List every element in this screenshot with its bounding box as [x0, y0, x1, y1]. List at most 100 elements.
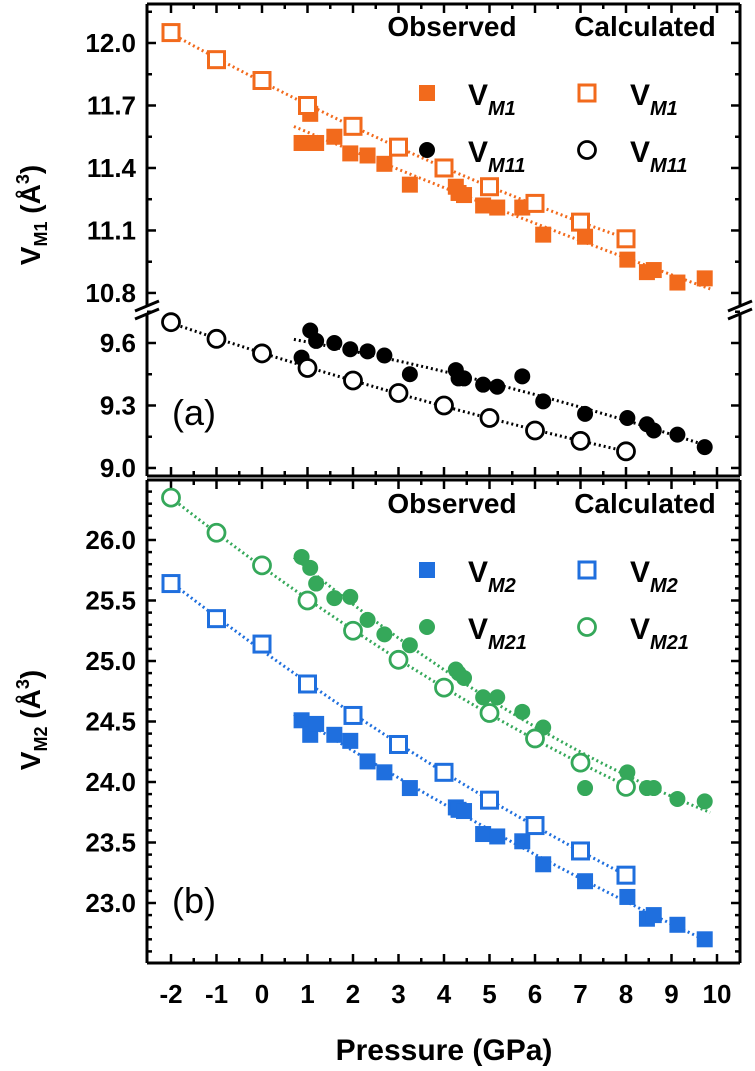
y-axis-label-unit: (Å	[15, 689, 46, 726]
legend-label-main: V	[468, 136, 488, 169]
data-point	[401, 366, 418, 383]
data-point	[161, 487, 181, 508]
y-axis-label-unit: (Å	[15, 184, 46, 221]
data-point	[302, 559, 319, 576]
data-point	[525, 193, 545, 213]
data-point	[514, 368, 531, 385]
data-point	[535, 226, 552, 243]
legend-label-main: V	[468, 79, 488, 112]
legend-marker	[577, 617, 597, 637]
data-point	[376, 764, 393, 781]
data-point	[343, 370, 363, 391]
data-point	[308, 332, 325, 349]
panel-a: 12.0 11.7 11.4 11.1 10.8 9.6 9.3 9.0	[85, 2, 753, 483]
x-tick-label: -2	[159, 979, 182, 1009]
data-point	[389, 137, 408, 157]
data-point	[297, 358, 318, 378]
legend-label-main: V	[630, 79, 650, 112]
legend-label-main: V	[468, 613, 488, 646]
legend-title-calculated: Calculated	[574, 488, 716, 519]
data-point	[161, 312, 181, 333]
data-point	[669, 790, 686, 807]
data-point	[525, 728, 545, 749]
legend-label-sub: M1	[650, 98, 678, 120]
legend-marker	[419, 142, 435, 158]
data-point	[475, 197, 492, 214]
data-point	[207, 609, 226, 629]
legend-label: VM2	[468, 556, 516, 597]
y-tick-label: 11.1	[87, 215, 136, 245]
data-point	[326, 726, 343, 743]
data-point	[293, 548, 310, 565]
legend-label-sub: M2	[488, 575, 516, 597]
legend-title-observed: Observed	[387, 11, 516, 42]
axis-break-mark	[134, 307, 160, 321]
legend-label-sub: M2	[650, 575, 678, 597]
data-point	[252, 70, 272, 90]
y-axis-label-b: VM2 (Å3)	[13, 670, 51, 770]
data-point	[388, 383, 409, 403]
data-point	[401, 780, 418, 797]
data-point	[252, 555, 272, 576]
series-m2-observed	[293, 712, 713, 948]
data-point	[475, 689, 492, 706]
data-point	[326, 590, 343, 607]
data-point	[577, 228, 594, 245]
legend-label-main: V	[630, 556, 650, 589]
y-axis-label-close: )	[15, 670, 46, 679]
data-point	[456, 669, 473, 686]
data-point	[434, 158, 454, 178]
y-tick-label: 10.8	[85, 278, 136, 308]
data-point	[645, 907, 662, 924]
data-point	[434, 395, 454, 416]
legend-marker	[419, 562, 435, 578]
y-axis-label-sup: 3	[13, 679, 33, 689]
series-m21-observed	[292, 548, 713, 814]
data-point	[571, 841, 590, 861]
y-tick-label: 9.6	[100, 328, 136, 358]
y-axis-label-a: VM1 (Å3)	[13, 165, 51, 265]
data-point	[308, 575, 325, 592]
legend-marker	[577, 560, 597, 580]
x-tick-label: 5	[482, 979, 496, 1009]
data-point	[342, 341, 359, 358]
data-point	[342, 588, 359, 605]
x-tick-label: 1	[300, 979, 314, 1009]
data-point	[293, 712, 310, 729]
legend-title-observed: Observed	[387, 488, 516, 519]
data-point	[475, 826, 492, 843]
data-point	[343, 116, 363, 136]
y-tick-label: 9.0	[100, 453, 136, 483]
legend-label-main: V	[468, 556, 488, 589]
x-tick-label: 9	[664, 979, 678, 1009]
data-point	[252, 634, 272, 654]
legend-label-sub: M11	[488, 155, 525, 177]
y-axis-label-sub: M1	[31, 221, 51, 246]
data-point	[456, 370, 473, 387]
data-point	[342, 145, 359, 162]
legend-marker	[419, 85, 435, 101]
legend-label-sub: M21	[650, 632, 689, 654]
data-point	[570, 752, 591, 773]
data-point	[376, 155, 393, 172]
data-point	[696, 439, 713, 456]
axis-break-mark	[134, 299, 160, 313]
data-point	[479, 408, 500, 428]
series-m21-calculated	[161, 487, 636, 797]
data-point	[696, 793, 713, 810]
data-point	[359, 753, 376, 770]
fit-line	[170, 32, 627, 240]
data-point	[456, 187, 473, 204]
data-point	[293, 134, 310, 151]
y-tick-label: 12.0	[85, 28, 136, 58]
data-point	[669, 426, 686, 443]
y-tick-label: 11.7	[87, 90, 136, 120]
legend-label: VM21	[630, 613, 689, 654]
data-point	[619, 764, 636, 781]
data-point	[434, 762, 454, 782]
data-point	[308, 134, 325, 151]
data-point	[645, 780, 662, 797]
x-tick-label: -1	[205, 979, 228, 1009]
